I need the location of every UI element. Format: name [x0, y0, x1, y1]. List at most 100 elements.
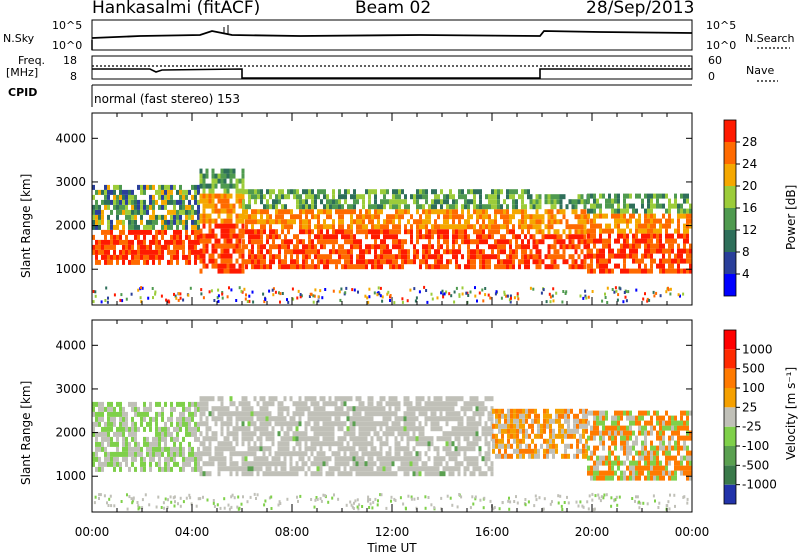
data-cell: [620, 475, 623, 481]
data-cell: [377, 209, 380, 215]
data-cell: [152, 214, 155, 220]
data-cell: [562, 244, 566, 250]
data-cell: [439, 426, 443, 432]
data-cell: [418, 421, 422, 427]
data-cell: [535, 229, 539, 235]
data-cell: [230, 288, 233, 292]
data-cell: [358, 503, 361, 507]
data-cell: [425, 244, 428, 250]
data-cell: [641, 203, 644, 209]
data-cell: [476, 229, 479, 235]
data-cell: [140, 214, 143, 220]
data-cell: [284, 234, 287, 240]
data-cell: [367, 421, 371, 427]
data-cell: [176, 234, 179, 240]
data-cell: [143, 461, 146, 467]
data-cell: [101, 239, 104, 245]
data-cell: [618, 286, 621, 290]
data-cell: [182, 421, 185, 427]
data-cell: [95, 209, 98, 215]
data-cell: [229, 228, 233, 234]
data-cell: [202, 411, 206, 417]
data-cell: [329, 259, 332, 265]
data-cell: [298, 411, 302, 417]
data-cell: [547, 199, 551, 205]
data-cell: [521, 189, 524, 195]
data-cell: [359, 259, 362, 265]
data-cell: [137, 229, 140, 235]
data-cell: [611, 460, 614, 466]
data-cell: [525, 443, 528, 449]
data-cell: [262, 416, 266, 422]
data-cell: [238, 238, 242, 244]
data-cell: [346, 461, 350, 467]
data-cell: [467, 294, 470, 297]
data-cell: [596, 455, 599, 461]
data-cell: [361, 456, 365, 462]
data-cell: [564, 413, 567, 419]
data-cell: [443, 224, 446, 230]
data-cell: [599, 233, 602, 239]
data-cell: [176, 229, 179, 235]
data-cell: [558, 418, 561, 424]
data-cell: [281, 229, 284, 235]
data-cell: [277, 456, 281, 462]
data-cell: [158, 184, 161, 190]
data-cell: [667, 286, 669, 290]
data-cell: [376, 431, 380, 437]
data-cell: [158, 436, 161, 442]
data-cell: [98, 493, 101, 497]
data-cell: [350, 214, 353, 220]
data-cell: [585, 448, 588, 454]
data-cell: [292, 451, 296, 457]
data-cell: [275, 219, 278, 225]
data-cell: [371, 214, 374, 220]
data-cell: [516, 423, 519, 429]
data-cell: [395, 234, 398, 240]
data-cell: [164, 497, 167, 501]
data-cell: [149, 199, 152, 205]
data-cell: [247, 406, 251, 412]
data-cell: [409, 461, 413, 467]
data-cell: [494, 264, 497, 270]
data-cell: [280, 426, 284, 432]
data-cell: [379, 471, 383, 477]
data-cell: [232, 173, 236, 179]
data-cell: [485, 234, 488, 240]
data-cell: [226, 168, 230, 174]
data-cell: [313, 396, 317, 402]
data-cell: [686, 223, 689, 229]
data-cell: [485, 254, 488, 260]
data-cell: [659, 460, 662, 466]
data-cell: [191, 224, 194, 230]
data-cell: [614, 460, 617, 466]
data-cell: [647, 460, 650, 466]
data-cell: [436, 296, 439, 300]
data-cell: [101, 401, 104, 407]
data-cell: [376, 421, 380, 427]
data-cell: [185, 214, 188, 220]
data-cell: [347, 249, 350, 255]
data-cell: [528, 423, 531, 429]
data-cell: [602, 420, 605, 426]
data-cell: [531, 418, 534, 424]
data-cell: [104, 259, 107, 265]
data-cell: [559, 254, 563, 260]
data-cell: [421, 426, 425, 432]
data-cell: [190, 502, 193, 506]
data-cell: [668, 233, 671, 239]
data-cell: [662, 203, 665, 209]
data-cell: [173, 456, 176, 462]
data-cell: [304, 446, 308, 452]
data-cell: [458, 229, 461, 235]
data-cell: [110, 244, 113, 250]
data-cell: [308, 244, 311, 250]
data-cell: [425, 289, 428, 292]
data-cell: [614, 223, 617, 229]
data-cell: [377, 244, 380, 250]
data-cell: [235, 406, 239, 412]
data-cell: [220, 173, 224, 179]
data-cell: [214, 173, 218, 179]
data-cell: [599, 193, 602, 199]
data-cell: [260, 189, 263, 195]
